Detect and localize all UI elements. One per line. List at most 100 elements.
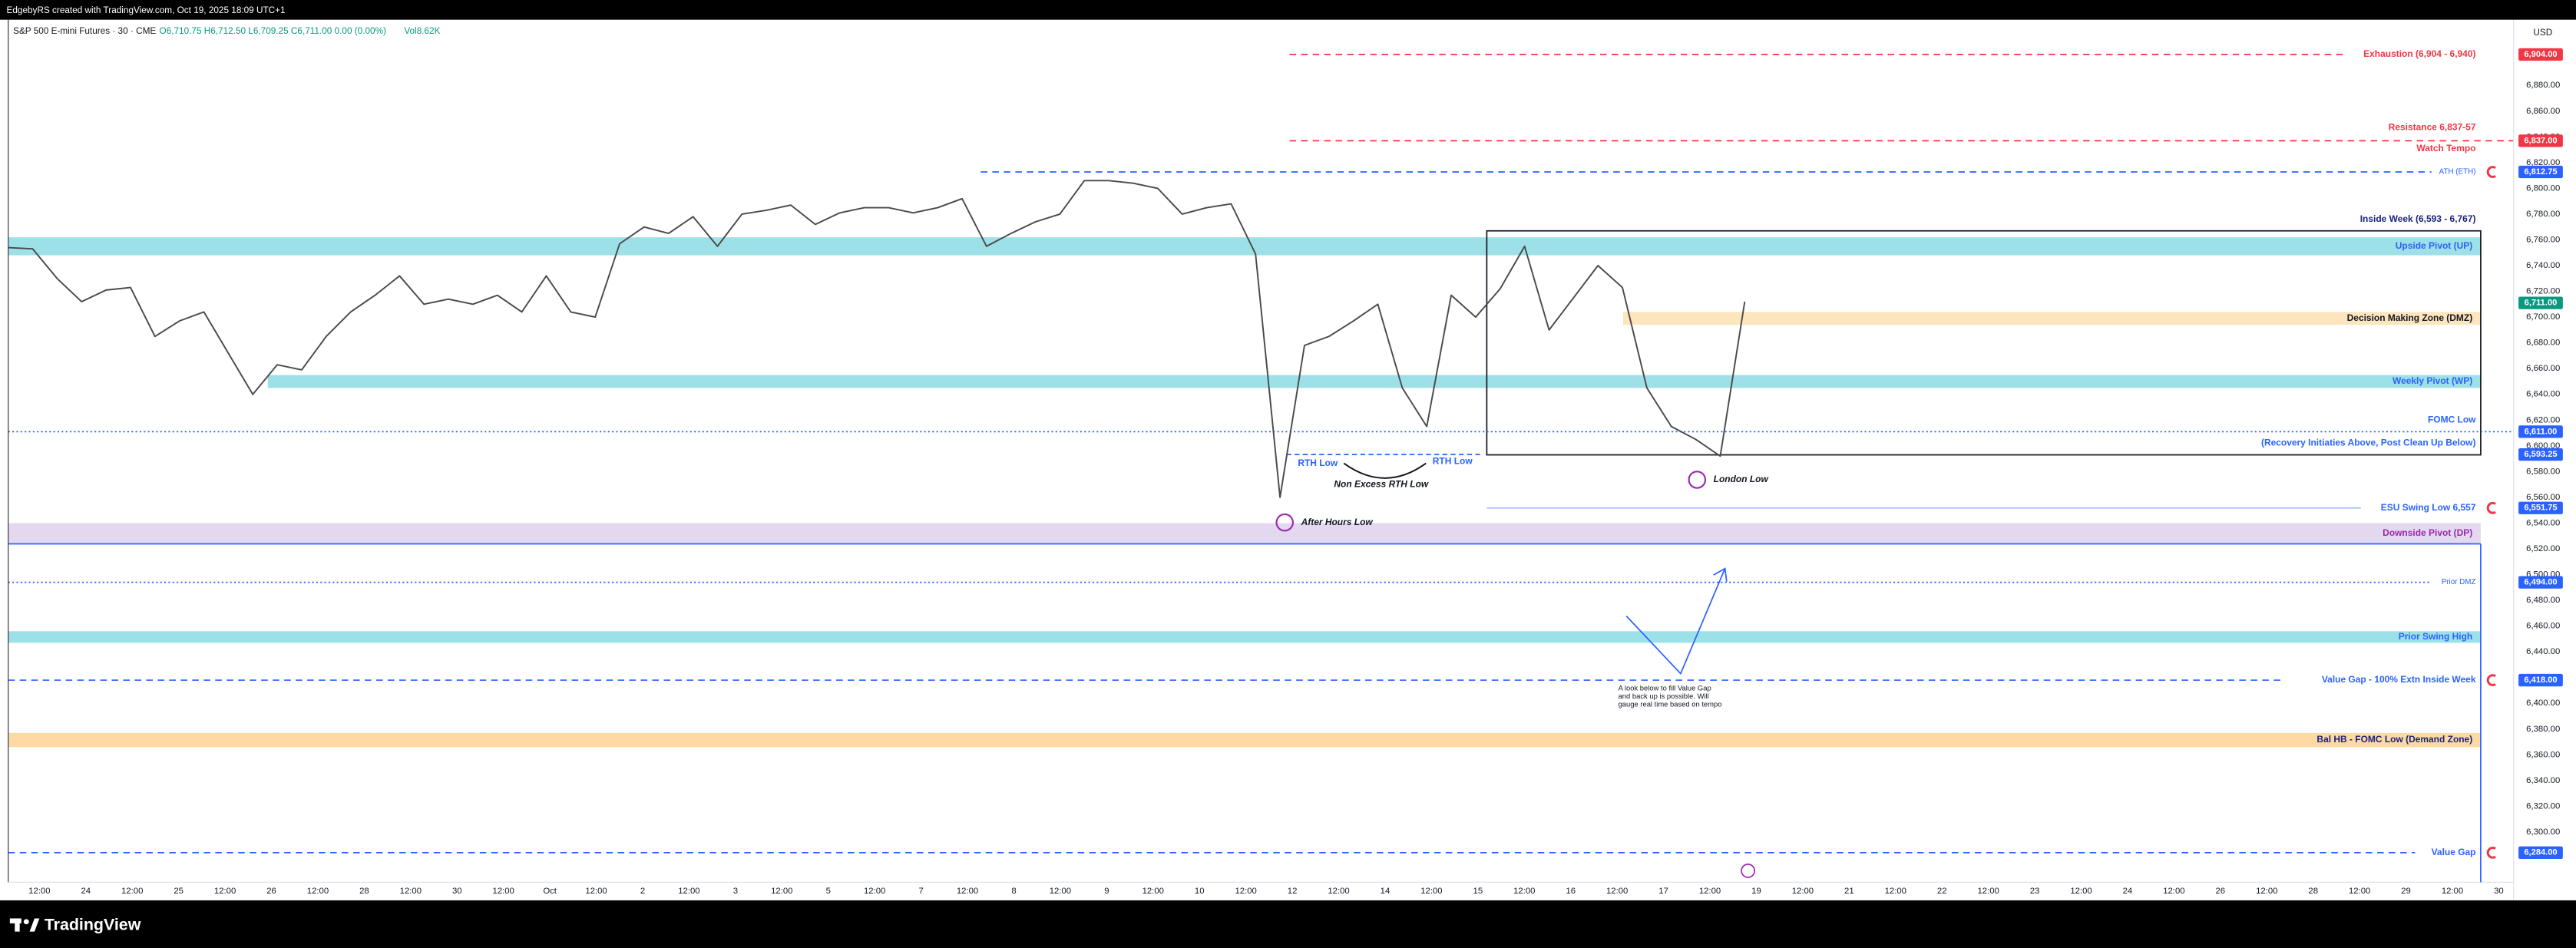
x-tick-label: 12:00 (1328, 887, 1349, 896)
y-tick-label: 6,740.00 (2526, 261, 2560, 270)
price-tag (2518, 296, 2563, 309)
x-tick-label: Oct (543, 887, 557, 896)
level-label: Exhaustion (6,904 - 6,940) (2363, 48, 2475, 59)
x-tick-label: 12:00 (1050, 887, 1071, 896)
x-tick-label: 12:00 (678, 887, 699, 896)
y-tick-label: 6,640.00 (2526, 390, 2560, 399)
y-tick-label: 6,300.00 (2526, 827, 2560, 837)
annotation: London Low (1714, 474, 1769, 484)
x-tick-label: 21 (1844, 887, 1854, 896)
price-tag-label: 6,494.00 (2524, 578, 2557, 587)
x-tick-label: 12:00 (585, 887, 607, 896)
note-line: and back up is possible. Will (1619, 692, 1709, 700)
x-tick-label: 9 (1104, 887, 1109, 896)
inside-week-box (1486, 230, 2482, 456)
y-tick-label: 6,660.00 (2526, 364, 2560, 373)
y-tick-label: 6,480.00 (2526, 596, 2560, 605)
y-tick-label: 6,680.00 (2526, 339, 2560, 348)
x-tick-label: 12:00 (1792, 887, 1814, 896)
logo-stem (15, 918, 20, 932)
level-label: FOMC Low (2428, 415, 2476, 425)
price-tag (2518, 48, 2563, 61)
y-tick-label: 6,860.00 (2526, 107, 2560, 116)
x-tick-label: 30 (2494, 887, 2504, 896)
x-tick-label: 7 (918, 887, 923, 896)
zone-label: Decision Making Zone (DMZ) (2347, 312, 2473, 323)
x-tick-label: 8 (1011, 887, 1016, 896)
price-tag (2518, 165, 2563, 179)
y-tick-label: 6,520.00 (2526, 544, 2560, 553)
y-tick-label: 6,820.00 (2526, 158, 2560, 167)
zone (1622, 312, 2481, 325)
alert-icon (2486, 501, 2496, 514)
price-tag-label: 6,551.75 (2524, 504, 2557, 513)
x-tick-label: 28 (2308, 887, 2318, 896)
x-tick-label: 12 (1288, 887, 1298, 896)
y-tick-label: 6,880.00 (2526, 81, 2560, 90)
y-tick-label: 6,400.00 (2526, 699, 2560, 708)
lines-layer (8, 54, 2514, 854)
currency[interactable]: USD (2533, 28, 2552, 38)
x-tick-label: 26 (266, 887, 276, 896)
price-tag-label: 6,611.00 (2525, 427, 2558, 436)
x-tick-label: 14 (1381, 887, 1391, 896)
x-tick-label: 12:00 (1606, 887, 1628, 896)
x-tick-label: 12:00 (1885, 887, 1906, 896)
zone (8, 732, 2481, 748)
level-label: ESU Swing Low 6,557 (2381, 502, 2476, 513)
y-tick-label: 6,720.00 (2526, 287, 2560, 296)
x-tick-label: 12:00 (2349, 887, 2370, 896)
price-tag (2518, 448, 2563, 461)
price-tag (2518, 425, 2563, 438)
x-tick-label: 23 (2030, 887, 2040, 896)
scenario-arrow (1625, 568, 1726, 675)
x-tick-label: 12:00 (214, 887, 236, 896)
after-hours-circle (1275, 513, 1294, 532)
x-tick-label: 12:00 (2163, 887, 2184, 896)
x-tick-label: 12:00 (1977, 887, 1999, 896)
zone-label: Upside Pivot (UP) (2396, 240, 2472, 251)
brand[interactable]: TradingView (45, 916, 141, 934)
price-line (8, 180, 1746, 498)
alert-icon (2486, 166, 2496, 178)
x-tick-label: 12:00 (1699, 887, 1721, 896)
x-tick-label: 30 (452, 887, 462, 896)
y-tick-label: 6,440.00 (2526, 647, 2560, 656)
level-label: (Recovery Initiaties Above, Post Clean U… (2261, 438, 2476, 448)
level-label: Watch Tempo (2416, 143, 2475, 154)
y-tick-label: 6,320.00 (2526, 801, 2560, 811)
x-tick-label: 15 (1473, 887, 1483, 896)
zone (8, 237, 2481, 256)
y-tick-label: 6,580.00 (2526, 467, 2560, 476)
x-tick-label: 12:00 (2070, 887, 2092, 896)
rth-curve (1343, 462, 1427, 479)
footer-bar (0, 900, 2576, 948)
x-tick-label: 16 (1566, 887, 1576, 896)
y-tick-label: 6,540.00 (2526, 518, 2560, 527)
x-tick-label: 12:00 (2256, 887, 2277, 896)
symbol-title[interactable]: S&P 500 E-mini Futures · 30 · CME (13, 26, 156, 36)
x-tick-label: 12:00 (307, 887, 329, 896)
annotation: Non Excess RTH Low (1334, 479, 1428, 490)
x-tick-label: 25 (174, 887, 184, 896)
event-icon[interactable] (1741, 863, 1756, 878)
x-tick-label: 12:00 (121, 887, 143, 896)
zone-label: Downside Pivot (DP) (2383, 527, 2472, 538)
ohlc: O6,710.75 H6,712.50 L6,709.25 C6,711.00 … (160, 26, 386, 36)
x-tick-label: 12:00 (864, 887, 885, 896)
x-tick-label: 2 (640, 887, 645, 896)
y-tick-label: 6,460.00 (2526, 622, 2560, 631)
note-line: gauge real time based on tempo (1619, 700, 1722, 709)
x-tick-label: 12:00 (957, 887, 978, 896)
price-tag-label: 6,593.25 (2524, 450, 2557, 459)
x-tick-label: 12:00 (28, 887, 50, 896)
y-tick-label: 6,340.00 (2526, 776, 2560, 785)
alert-icon (2486, 846, 2496, 859)
x-tick-label: 3 (733, 887, 738, 896)
credit: EdgebyRS created with TradingView.com, O… (7, 5, 286, 15)
x-tick-label: 24 (81, 887, 91, 896)
x-tick-label: 12:00 (1420, 887, 1442, 896)
y-tick-label: 6,620.00 (2526, 415, 2560, 424)
